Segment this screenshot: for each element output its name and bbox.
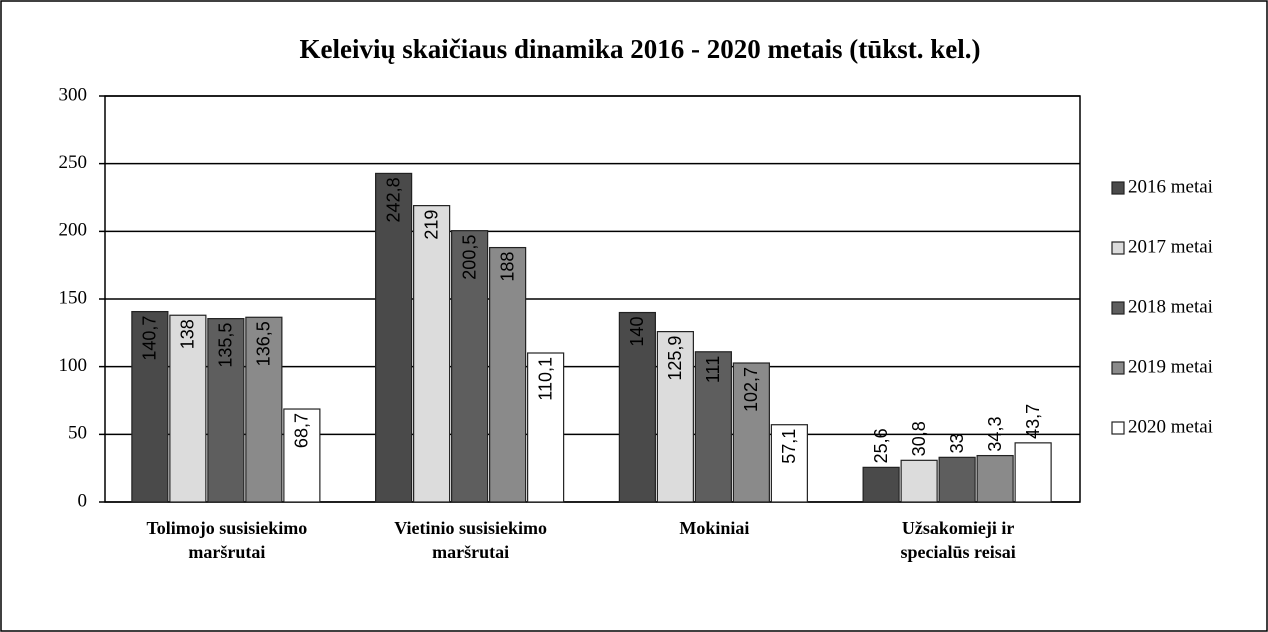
bar (1014, 442, 1052, 503)
data-label: 135,5 (216, 323, 236, 368)
y-tick-label: 150 (59, 287, 88, 308)
y-tick-label: 250 (59, 152, 88, 173)
bar (207, 318, 245, 503)
data-label: 102,7 (741, 367, 761, 412)
legend-label: 2020 metai (1128, 416, 1213, 437)
bar (618, 311, 656, 503)
x-tick-label: Užsakomieji ir (902, 518, 1014, 538)
bar (489, 246, 527, 503)
data-label: 34,3 (985, 417, 1005, 452)
legend-swatch (1111, 421, 1125, 435)
data-label: 242,8 (383, 177, 403, 222)
data-label: 43,7 (1023, 404, 1043, 439)
legend-swatch (1111, 241, 1125, 255)
bar (169, 314, 207, 503)
data-label: 111 (703, 356, 723, 383)
data-label: 125,9 (665, 336, 685, 381)
y-tick-label: 50 (68, 423, 87, 444)
data-label: 188 (497, 252, 517, 282)
legend-swatch (1111, 361, 1125, 375)
x-tick-label: maršrutai (432, 542, 509, 562)
bar (732, 362, 770, 503)
bar (900, 459, 938, 503)
x-tick-label: Tolimojo susisiekimo (146, 518, 307, 538)
legend-label: 2018 metai (1128, 296, 1213, 317)
legend-label: 2017 metai (1128, 236, 1213, 257)
bar (976, 454, 1014, 503)
legend-label: 2019 metai (1128, 356, 1213, 377)
data-label: 33 (947, 433, 967, 453)
chart-title: Keleivių skaičiaus dinamika 2016 - 2020 … (299, 34, 980, 64)
bar (131, 310, 169, 503)
x-tick-label: Vietinio susisiekimo (394, 518, 547, 538)
data-label: 25,6 (871, 428, 891, 463)
data-label: 136,5 (254, 321, 274, 366)
bar (375, 172, 413, 503)
legend-label: 2016 metai (1128, 176, 1213, 197)
bar (694, 351, 732, 503)
data-label: 140,7 (140, 316, 160, 361)
bar (451, 230, 489, 503)
x-tick-label: maršrutai (188, 542, 265, 562)
y-tick-label: 100 (59, 355, 88, 376)
x-tick-label: Mokiniai (679, 518, 749, 538)
legend-swatch (1111, 301, 1125, 315)
bar (283, 408, 321, 503)
legend-swatch (1111, 181, 1125, 195)
data-label: 57,1 (779, 429, 799, 464)
data-label: 68,7 (292, 413, 312, 448)
bar (245, 316, 283, 503)
bar (656, 331, 694, 503)
bar (770, 424, 808, 503)
x-tick-label: specialūs reisai (901, 542, 1016, 562)
bar (413, 205, 451, 503)
y-tick-label: 300 (59, 84, 88, 105)
data-label: 140 (627, 317, 647, 347)
bar (938, 456, 976, 503)
y-tick-label: 0 (78, 490, 88, 511)
bar (862, 466, 900, 503)
data-label: 219 (421, 210, 441, 240)
data-label: 110,1 (535, 357, 555, 401)
bar (527, 352, 565, 503)
data-label: 200,5 (459, 235, 479, 280)
data-label: 138 (178, 319, 198, 349)
data-label: 30,8 (909, 421, 929, 456)
y-tick-label: 200 (59, 220, 88, 241)
